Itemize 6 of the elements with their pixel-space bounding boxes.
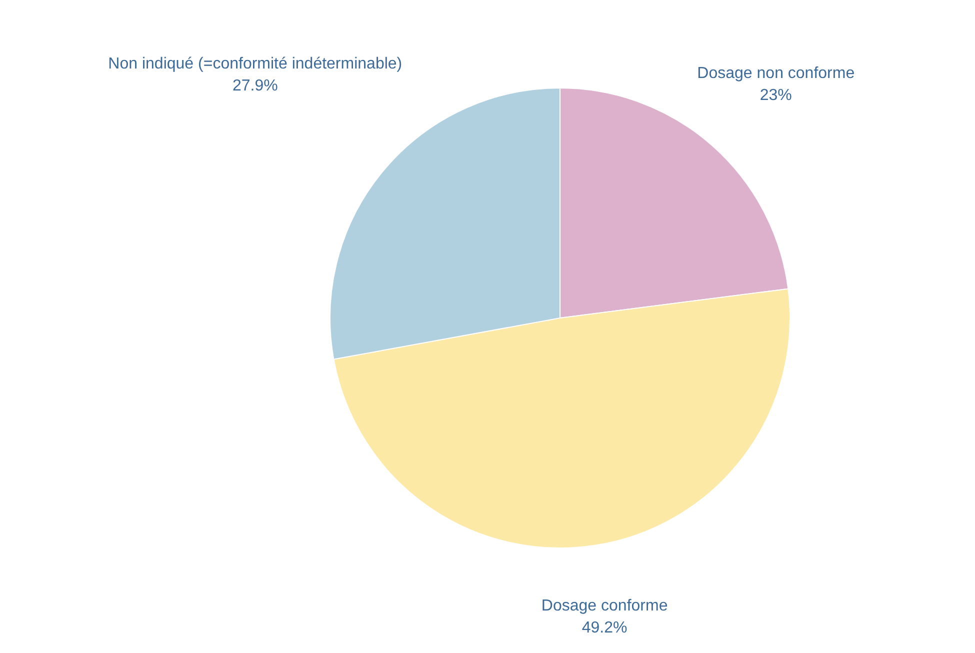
slice-label: Dosage conforme bbox=[541, 598, 668, 614]
data-label: 27.9% bbox=[232, 78, 278, 95]
data-label: 49.2% bbox=[582, 620, 628, 636]
data-label: 23% bbox=[760, 86, 792, 104]
slice-label: Non indiqué (=conformité indéterminable) bbox=[108, 56, 402, 73]
slice-label: Dosage non conforme bbox=[697, 64, 855, 82]
